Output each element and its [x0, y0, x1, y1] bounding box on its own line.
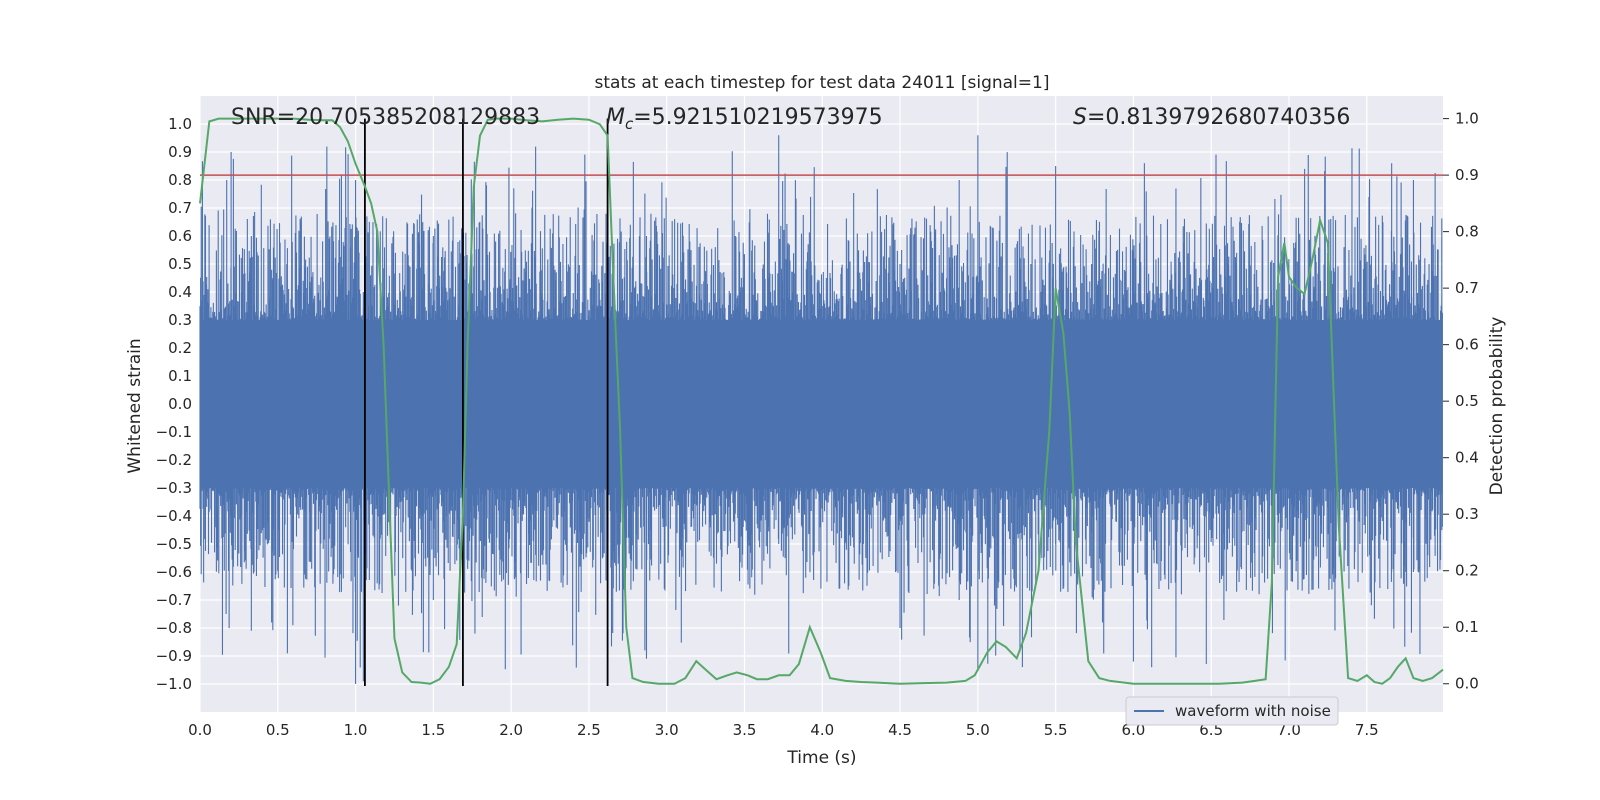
x-tick-label: 7.5 — [1355, 721, 1379, 739]
probability-series — [199, 117, 1444, 685]
y-tick-label: 0.2 — [168, 339, 192, 357]
y2-axis-label: Detection probability — [1487, 317, 1507, 496]
x-tick-label: 1.0 — [344, 721, 368, 739]
y-axis-label: Whitened strain — [125, 338, 145, 473]
y-tick-label: 0.8 — [168, 171, 192, 189]
y-tick-label: 0.3 — [168, 311, 192, 329]
y2-tick-label: 0.9 — [1455, 166, 1479, 184]
y-tick-label: −0.8 — [156, 619, 192, 637]
y2-tick-label: 0.0 — [1455, 675, 1479, 693]
y2-tick-label: 0.1 — [1455, 618, 1479, 636]
x-tick-label: 3.5 — [733, 721, 757, 739]
y2-tick-label: 0.5 — [1455, 392, 1479, 410]
y-tick-label: 1.0 — [168, 115, 192, 133]
y-tick-label: 0.5 — [168, 255, 192, 273]
x-tick-label: 5.5 — [1044, 721, 1068, 739]
y-tick-label: −0.4 — [156, 507, 192, 525]
legend: waveform with noise — [1125, 696, 1339, 726]
y-tick-label: 0.9 — [168, 143, 192, 161]
y2-tick-label: 0.2 — [1455, 562, 1479, 580]
x-tick-label: 2.0 — [499, 721, 523, 739]
y-tick-label: 0.7 — [168, 199, 192, 217]
chart-title: stats at each timestep for test data 240… — [595, 73, 1050, 93]
y-tick-label: 0.6 — [168, 227, 192, 245]
y-tick-label: −0.7 — [156, 591, 192, 609]
snr-annotation: SNR=20.705385208129883 — [231, 105, 540, 130]
waveform-series — [199, 135, 1443, 684]
x-tick-label: 4.5 — [888, 721, 912, 739]
x-axis-label: Time (s) — [786, 748, 856, 768]
s-annotation: S=0.8139792680740356 — [1073, 105, 1350, 130]
x-tick-label: 1.5 — [421, 721, 445, 739]
y2-tick-label: 0.4 — [1455, 449, 1479, 467]
probability-line — [199, 117, 1444, 685]
mc-annotation: Mc=5.921510219573975 — [606, 105, 883, 133]
y-tick-label: −0.1 — [156, 423, 192, 441]
y2-tick-label: 0.3 — [1455, 505, 1479, 523]
y-tick-label: −0.5 — [156, 535, 192, 553]
x-tick-label: 5.0 — [966, 721, 990, 739]
legend-box — [1125, 696, 1339, 726]
y2-tick-label: 0.6 — [1455, 336, 1479, 354]
y-tick-label: −0.6 — [156, 563, 192, 581]
y-tick-label: −1.0 — [156, 675, 192, 693]
y2-tick-label: 0.7 — [1455, 279, 1479, 297]
x-tick-label: 2.5 — [577, 721, 601, 739]
x-tick-label: 3.0 — [655, 721, 679, 739]
overlay-lines — [200, 118, 1443, 686]
y-tick-label: 0.0 — [168, 395, 192, 413]
legend-label: waveform with noise — [1175, 702, 1331, 720]
x-tick-label: 0.5 — [266, 721, 290, 739]
y-tick-label: −0.3 — [156, 479, 192, 497]
y-tick-label: 0.1 — [168, 367, 192, 385]
y-tick-label: 0.4 — [168, 283, 192, 301]
y2-tick-label: 1.0 — [1455, 110, 1479, 128]
waveform-line — [199, 135, 1443, 684]
x-tick-label: 4.0 — [810, 721, 834, 739]
y2-tick-label: 0.8 — [1455, 223, 1479, 241]
x-tick-label: 0.0 — [188, 721, 212, 739]
y-tick-label: −0.9 — [156, 647, 192, 665]
y-tick-label: −0.2 — [156, 451, 192, 469]
axes: 0.0 0.5 1.0 1.5 2.0 2.5 3.0 3.5 4.0 4.5 5.0 5.5 6.0 6… — [156, 110, 1479, 739]
